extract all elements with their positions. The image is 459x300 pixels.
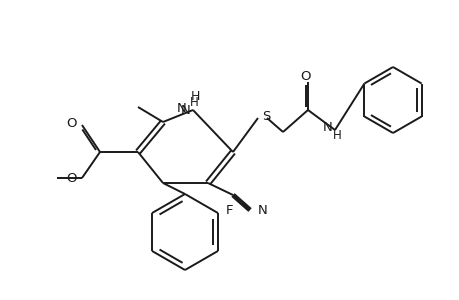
Text: O: O: [67, 172, 77, 184]
Text: F: F: [225, 205, 233, 218]
Text: O: O: [300, 70, 311, 83]
Text: N: N: [323, 121, 332, 134]
Text: H: H: [189, 95, 198, 109]
Text: S: S: [262, 110, 270, 122]
Text: N: N: [181, 103, 190, 116]
Text: H: H: [190, 90, 199, 103]
Text: H: H: [332, 128, 341, 142]
Text: N: N: [257, 203, 267, 217]
Text: O: O: [67, 116, 77, 130]
Text: N: N: [177, 101, 187, 115]
